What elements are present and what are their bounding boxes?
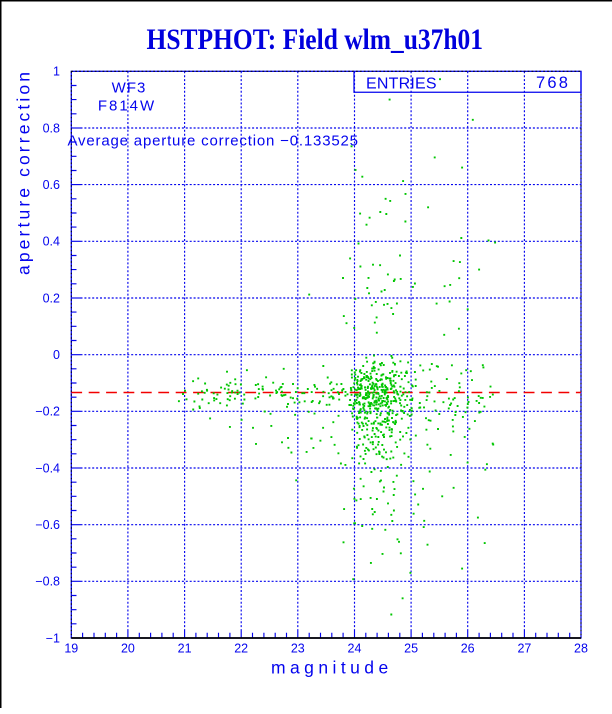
svg-text:F814W: F814W xyxy=(98,97,156,114)
svg-text:19: 19 xyxy=(64,641,78,655)
svg-text:aperture correction: aperture correction xyxy=(14,72,34,275)
svg-text:25: 25 xyxy=(404,641,418,655)
svg-text:1: 1 xyxy=(53,65,60,79)
svg-text:WF3: WF3 xyxy=(112,80,147,97)
svg-text:21: 21 xyxy=(178,641,192,655)
svg-text:0.6: 0.6 xyxy=(43,178,60,192)
svg-text:ENTRIES: ENTRIES xyxy=(366,75,437,92)
svg-text:768: 768 xyxy=(536,74,570,92)
svg-text:−0.2: −0.2 xyxy=(35,405,60,419)
svg-text:28: 28 xyxy=(574,641,588,655)
svg-text:0.4: 0.4 xyxy=(43,235,60,249)
svg-text:HSTPHOT: Field wlm_u37h01: HSTPHOT: Field wlm_u37h01 xyxy=(147,23,484,56)
svg-text:Average aperture correction −0: Average aperture correction −0.133525 xyxy=(68,133,359,150)
svg-text:26: 26 xyxy=(461,641,475,655)
svg-text:0.2: 0.2 xyxy=(43,291,60,305)
svg-text:−0.8: −0.8 xyxy=(35,575,60,589)
svg-text:−0.4: −0.4 xyxy=(35,461,60,475)
svg-text:−1: −1 xyxy=(46,631,60,645)
svg-text:22: 22 xyxy=(234,641,248,655)
svg-text:0.8: 0.8 xyxy=(43,121,60,135)
svg-text:0: 0 xyxy=(53,348,60,362)
svg-text:−0.6: −0.6 xyxy=(35,518,60,532)
svg-text:20: 20 xyxy=(121,641,135,655)
svg-text:27: 27 xyxy=(517,641,531,655)
svg-text:23: 23 xyxy=(291,641,305,655)
svg-text:24: 24 xyxy=(348,641,362,655)
